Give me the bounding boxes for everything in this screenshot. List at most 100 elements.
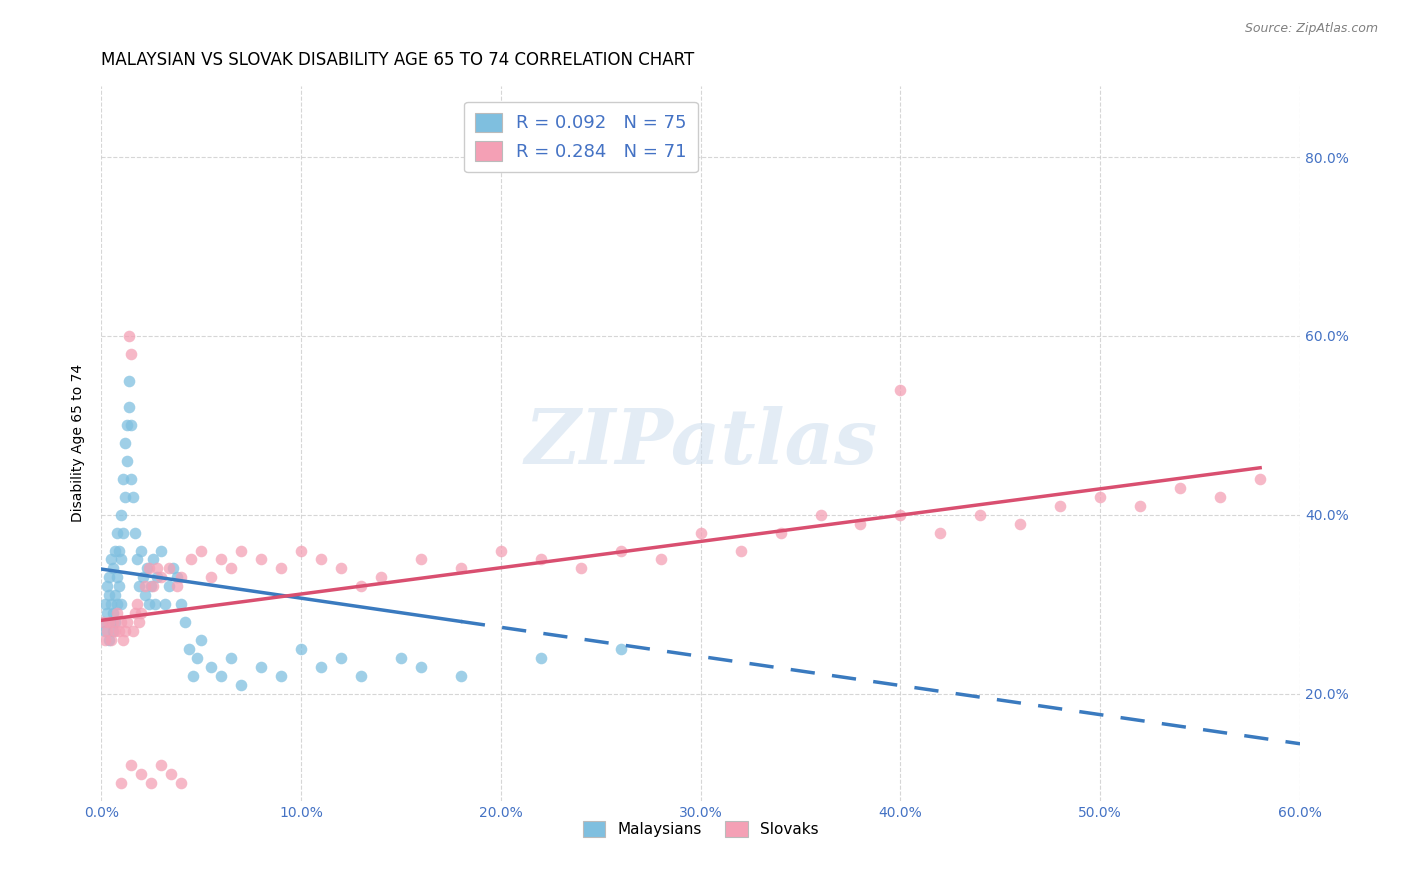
Point xyxy=(229,543,252,558)
Point xyxy=(810,508,832,522)
Point xyxy=(170,597,193,611)
Point xyxy=(114,490,136,504)
Point xyxy=(94,597,117,611)
Point xyxy=(489,543,512,558)
Y-axis label: Disability Age 65 to 74: Disability Age 65 to 74 xyxy=(72,364,86,522)
Point xyxy=(309,552,332,566)
Point xyxy=(132,570,155,584)
Point xyxy=(100,632,122,647)
Point xyxy=(118,329,141,343)
Point xyxy=(112,525,135,540)
Point xyxy=(118,401,141,415)
Point xyxy=(730,543,752,558)
Point xyxy=(270,561,292,575)
Point xyxy=(219,561,242,575)
Point xyxy=(330,561,353,575)
Point xyxy=(96,579,118,593)
Point xyxy=(100,552,122,566)
Point xyxy=(409,552,432,566)
Point xyxy=(229,678,252,692)
Point xyxy=(104,615,127,629)
Point xyxy=(270,669,292,683)
Point xyxy=(166,579,188,593)
Point xyxy=(250,659,273,673)
Point xyxy=(108,579,131,593)
Point xyxy=(112,472,135,486)
Point xyxy=(103,561,125,575)
Point xyxy=(127,597,149,611)
Point xyxy=(115,418,138,433)
Point xyxy=(330,650,353,665)
Point xyxy=(103,606,125,620)
Point xyxy=(96,624,118,638)
Point xyxy=(409,659,432,673)
Point xyxy=(450,669,472,683)
Point xyxy=(150,570,173,584)
Point xyxy=(200,570,222,584)
Point xyxy=(166,570,188,584)
Point xyxy=(110,776,132,790)
Point xyxy=(1129,499,1152,513)
Point xyxy=(162,561,184,575)
Point xyxy=(209,552,232,566)
Point xyxy=(143,597,166,611)
Point xyxy=(104,624,127,638)
Point xyxy=(350,669,373,683)
Point xyxy=(129,606,152,620)
Point xyxy=(91,615,114,629)
Point xyxy=(530,650,553,665)
Point xyxy=(114,436,136,450)
Point xyxy=(138,597,160,611)
Point xyxy=(209,669,232,683)
Point xyxy=(138,561,160,575)
Point xyxy=(108,624,131,638)
Text: Source: ZipAtlas.com: Source: ZipAtlas.com xyxy=(1244,22,1378,36)
Point xyxy=(110,552,132,566)
Point xyxy=(105,606,128,620)
Point xyxy=(100,615,122,629)
Point xyxy=(142,579,165,593)
Point xyxy=(929,525,952,540)
Point xyxy=(103,624,125,638)
Point xyxy=(110,597,132,611)
Point xyxy=(136,561,159,575)
Point xyxy=(157,561,180,575)
Point xyxy=(650,552,672,566)
Point xyxy=(609,543,631,558)
Point xyxy=(290,543,312,558)
Point xyxy=(127,552,149,566)
Point xyxy=(112,632,135,647)
Point xyxy=(115,615,138,629)
Text: MALAYSIAN VS SLOVAK DISABILITY AGE 65 TO 74 CORRELATION CHART: MALAYSIAN VS SLOVAK DISABILITY AGE 65 TO… xyxy=(101,51,695,69)
Point xyxy=(170,570,193,584)
Point xyxy=(157,579,180,593)
Point xyxy=(124,525,146,540)
Point xyxy=(105,570,128,584)
Point xyxy=(250,552,273,566)
Point xyxy=(103,615,125,629)
Point xyxy=(179,641,201,656)
Point xyxy=(98,588,121,602)
Point xyxy=(120,472,142,486)
Point xyxy=(180,552,202,566)
Point xyxy=(108,543,131,558)
Point xyxy=(849,516,872,531)
Point xyxy=(969,508,991,522)
Point xyxy=(609,641,631,656)
Point xyxy=(190,543,212,558)
Point xyxy=(174,615,197,629)
Point xyxy=(98,615,121,629)
Point xyxy=(118,374,141,388)
Point xyxy=(1209,490,1232,504)
Point xyxy=(115,454,138,468)
Point xyxy=(450,561,472,575)
Point xyxy=(105,597,128,611)
Point xyxy=(114,624,136,638)
Point xyxy=(181,669,204,683)
Point xyxy=(146,561,169,575)
Point xyxy=(124,606,146,620)
Point xyxy=(110,615,132,629)
Point xyxy=(134,588,156,602)
Point xyxy=(569,561,592,575)
Point xyxy=(98,632,121,647)
